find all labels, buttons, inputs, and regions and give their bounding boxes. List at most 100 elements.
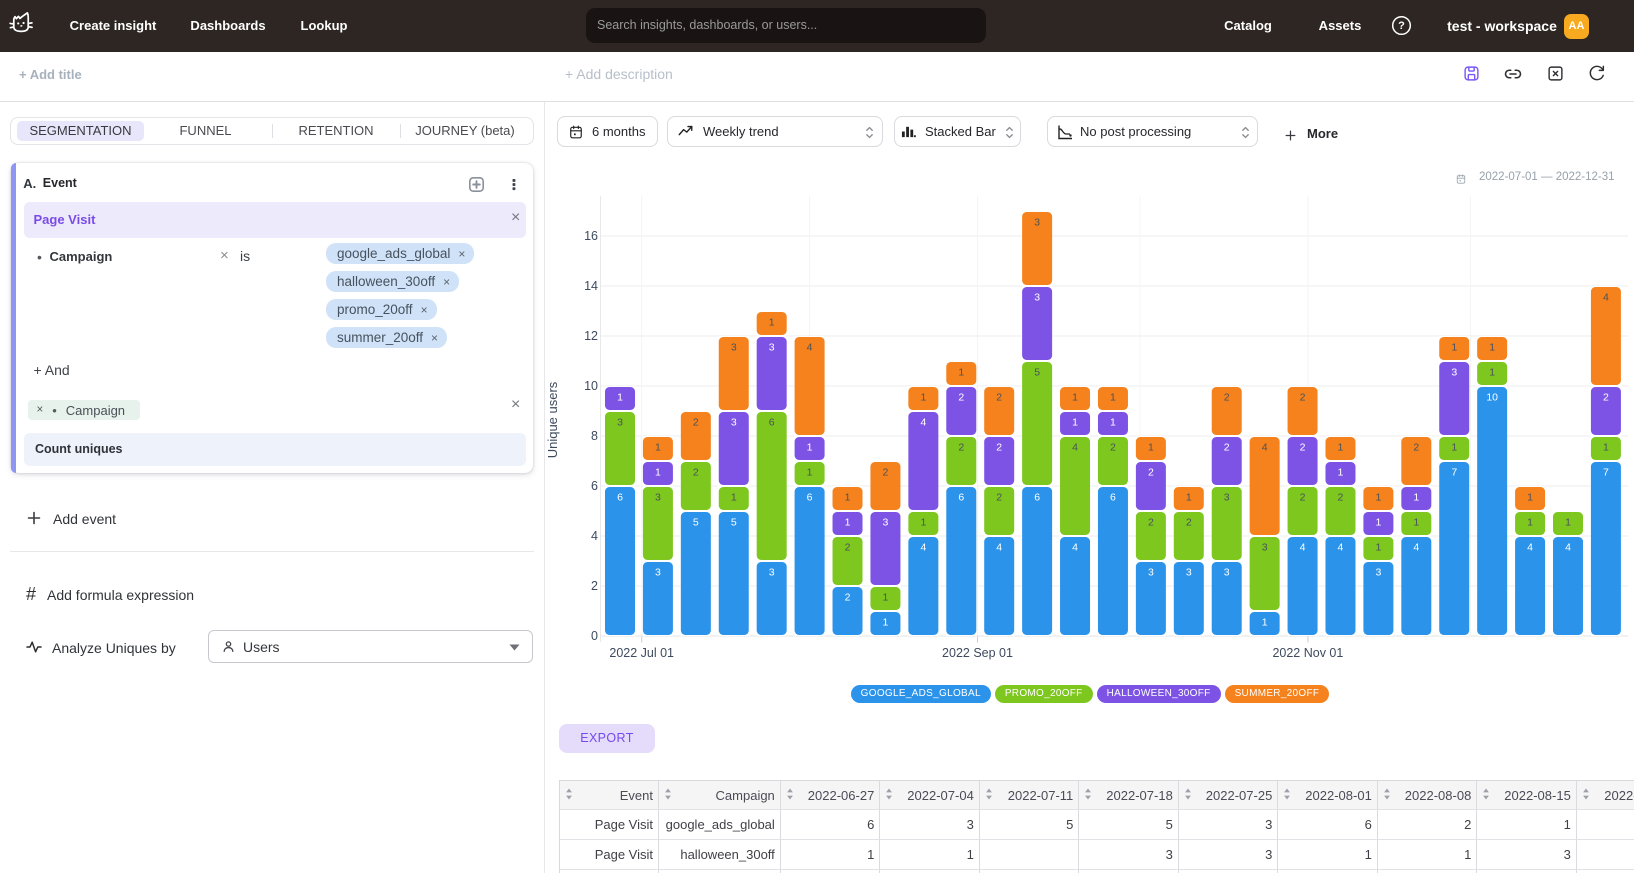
- svg-text:1: 1: [920, 517, 926, 529]
- svg-text:2: 2: [958, 442, 964, 454]
- svg-text:1: 1: [1489, 342, 1495, 354]
- svg-text:4: 4: [1072, 542, 1078, 554]
- svg-text:2: 2: [1148, 467, 1154, 479]
- svg-text:1: 1: [731, 492, 737, 504]
- svg-text:1: 1: [655, 467, 661, 479]
- svg-text:3: 3: [731, 417, 737, 429]
- svg-text:1: 1: [1451, 342, 1457, 354]
- svg-text:3: 3: [655, 492, 661, 504]
- svg-text:3: 3: [731, 342, 737, 354]
- svg-text:2: 2: [1603, 392, 1609, 404]
- svg-text:3: 3: [1148, 567, 1154, 579]
- svg-text:6: 6: [1034, 492, 1040, 504]
- svg-text:3: 3: [1186, 567, 1192, 579]
- svg-text:4: 4: [591, 529, 598, 543]
- svg-text:?: ?: [1398, 20, 1405, 32]
- svg-text:16: 16: [584, 229, 598, 243]
- svg-text:1: 1: [1603, 442, 1609, 454]
- svg-text:4: 4: [1262, 442, 1268, 454]
- svg-text:1: 1: [883, 592, 889, 604]
- svg-text:2022 Jul 01: 2022 Jul 01: [609, 646, 674, 660]
- svg-text:3: 3: [655, 567, 661, 579]
- svg-text:6: 6: [807, 492, 813, 504]
- svg-text:1: 1: [655, 442, 661, 454]
- svg-text:4: 4: [807, 342, 813, 354]
- svg-text:1: 1: [1489, 367, 1495, 379]
- svg-text:7: 7: [1451, 467, 1457, 479]
- svg-text:1: 1: [1110, 392, 1116, 404]
- svg-text:2: 2: [845, 542, 851, 554]
- svg-text:4: 4: [1072, 442, 1078, 454]
- svg-text:2: 2: [1110, 442, 1116, 454]
- svg-text:2022 Sep 01: 2022 Sep 01: [942, 646, 1013, 660]
- svg-text:2: 2: [1186, 517, 1192, 529]
- svg-text:6: 6: [958, 492, 964, 504]
- svg-text:1: 1: [1413, 492, 1419, 504]
- svg-text:1: 1: [1375, 492, 1381, 504]
- svg-text:1: 1: [1148, 442, 1154, 454]
- svg-text:12: 12: [584, 329, 598, 343]
- svg-text:10: 10: [584, 379, 598, 393]
- svg-text:3: 3: [1262, 542, 1268, 554]
- svg-text:2: 2: [996, 492, 1002, 504]
- svg-text:2: 2: [1413, 442, 1419, 454]
- svg-text:1: 1: [920, 392, 926, 404]
- svg-text:2022 Nov 01: 2022 Nov 01: [1272, 646, 1343, 660]
- svg-text:6: 6: [617, 492, 623, 504]
- svg-text:2: 2: [693, 467, 699, 479]
- svg-text:2: 2: [1300, 442, 1306, 454]
- svg-text:1: 1: [1375, 542, 1381, 554]
- svg-text:1: 1: [807, 467, 813, 479]
- svg-text:1: 1: [1451, 442, 1457, 454]
- svg-text:8: 8: [591, 429, 598, 443]
- svg-text:2: 2: [1224, 442, 1230, 454]
- svg-text:2: 2: [591, 579, 598, 593]
- svg-text:1: 1: [1338, 467, 1344, 479]
- svg-text:Unique users: Unique users: [545, 381, 560, 458]
- svg-text:3: 3: [1375, 567, 1381, 579]
- svg-text:1: 1: [1527, 517, 1533, 529]
- svg-text:1: 1: [845, 517, 851, 529]
- svg-text:2: 2: [845, 592, 851, 604]
- svg-text:5: 5: [731, 517, 737, 529]
- svg-text:3: 3: [1034, 217, 1040, 229]
- svg-text:1: 1: [807, 442, 813, 454]
- svg-text:2: 2: [1224, 392, 1230, 404]
- svg-text:3: 3: [769, 342, 775, 354]
- svg-text:2: 2: [693, 417, 699, 429]
- svg-text:3: 3: [883, 517, 889, 529]
- svg-text:4: 4: [1527, 542, 1533, 554]
- svg-text:4: 4: [920, 417, 926, 429]
- svg-text:6: 6: [1110, 492, 1116, 504]
- svg-text:2: 2: [1300, 392, 1306, 404]
- svg-text:1: 1: [883, 617, 889, 629]
- svg-text:7: 7: [1603, 467, 1609, 479]
- svg-text:1: 1: [958, 367, 964, 379]
- svg-text:1: 1: [1527, 492, 1533, 504]
- svg-text:2: 2: [1300, 492, 1306, 504]
- svg-text:2: 2: [883, 467, 889, 479]
- svg-text:3: 3: [769, 567, 775, 579]
- svg-text:4: 4: [1413, 542, 1419, 554]
- svg-text:0: 0: [591, 629, 598, 643]
- svg-text:2: 2: [996, 442, 1002, 454]
- svg-text:6: 6: [591, 479, 598, 493]
- svg-text:1: 1: [1186, 492, 1192, 504]
- svg-text:3: 3: [1451, 367, 1457, 379]
- svg-text:3: 3: [1034, 292, 1040, 304]
- svg-text:1: 1: [617, 392, 623, 404]
- svg-text:4: 4: [1565, 542, 1571, 554]
- svg-text:1: 1: [1413, 517, 1419, 529]
- svg-text:2: 2: [1338, 492, 1344, 504]
- svg-text:2: 2: [1148, 517, 1154, 529]
- svg-text:1: 1: [769, 317, 775, 329]
- svg-text:2: 2: [958, 392, 964, 404]
- svg-text:4: 4: [996, 542, 1002, 554]
- svg-text:2: 2: [996, 392, 1002, 404]
- svg-text:1: 1: [845, 492, 851, 504]
- svg-text:1: 1: [1072, 392, 1078, 404]
- svg-text:1: 1: [1565, 517, 1571, 529]
- svg-text:1: 1: [1072, 417, 1078, 429]
- svg-text:6: 6: [769, 417, 775, 429]
- svg-text:4: 4: [1338, 542, 1344, 554]
